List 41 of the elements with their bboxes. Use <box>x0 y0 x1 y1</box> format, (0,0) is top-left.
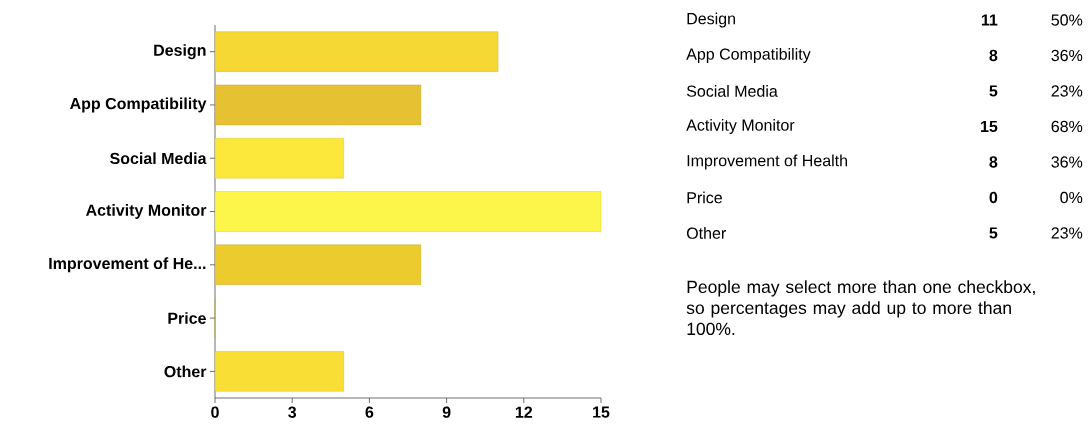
data-label: 5 <box>989 85 998 97</box>
x-tick-label: 3 <box>288 406 297 418</box>
y-tick-label: Activity Monitor <box>85 204 207 219</box>
category-label: Design <box>687 12 735 28</box>
text: People may select more than one checkbox, so percentages may add up to more than 100%. <box>686 280 1035 336</box>
data-label: 36% <box>1051 156 1083 168</box>
x-tick-label: 6 <box>365 406 374 418</box>
data-label: 5 <box>989 227 998 239</box>
data-label: 36% <box>1051 49 1083 62</box>
data-label: 0 <box>989 191 998 204</box>
bar <box>214 84 422 126</box>
data-label: 0% <box>1060 191 1083 204</box>
bar <box>214 138 344 179</box>
x-tick-label: 0 <box>211 406 219 418</box>
category-label: Improvement of Health <box>687 154 847 170</box>
category-label: App Compatibility <box>686 48 811 63</box>
data-label: 8 <box>989 156 998 168</box>
y-tick-label: Other <box>164 365 207 378</box>
data-label: 50% <box>1051 14 1083 26</box>
category-label: Social Media <box>686 85 778 97</box>
category-label: Other <box>686 227 726 239</box>
bar <box>214 191 602 232</box>
data-label: 23% <box>1051 85 1083 97</box>
y-tick-label: App Compatibility <box>70 97 207 113</box>
x-tick-label: 9 <box>442 406 451 418</box>
data-label: 11 <box>981 14 998 26</box>
x-tick-label: 15 <box>593 406 610 418</box>
bar <box>214 351 344 392</box>
bar <box>214 244 422 285</box>
category-label: Activity Monitor <box>686 119 795 134</box>
bar <box>214 31 499 72</box>
category-label: Price <box>687 191 722 204</box>
data-label: 15 <box>981 120 998 133</box>
y-tick-label: Improvement of He... <box>49 257 206 273</box>
y-tick-label: Design <box>154 44 206 60</box>
y-tick-label: Social Media <box>110 152 207 165</box>
data-label: 68% <box>1051 120 1083 133</box>
data-label: 23% <box>1051 227 1083 239</box>
data-label: 8 <box>989 49 998 62</box>
y-tick-label: Price <box>168 312 206 324</box>
x-tick-label: 12 <box>515 406 533 418</box>
